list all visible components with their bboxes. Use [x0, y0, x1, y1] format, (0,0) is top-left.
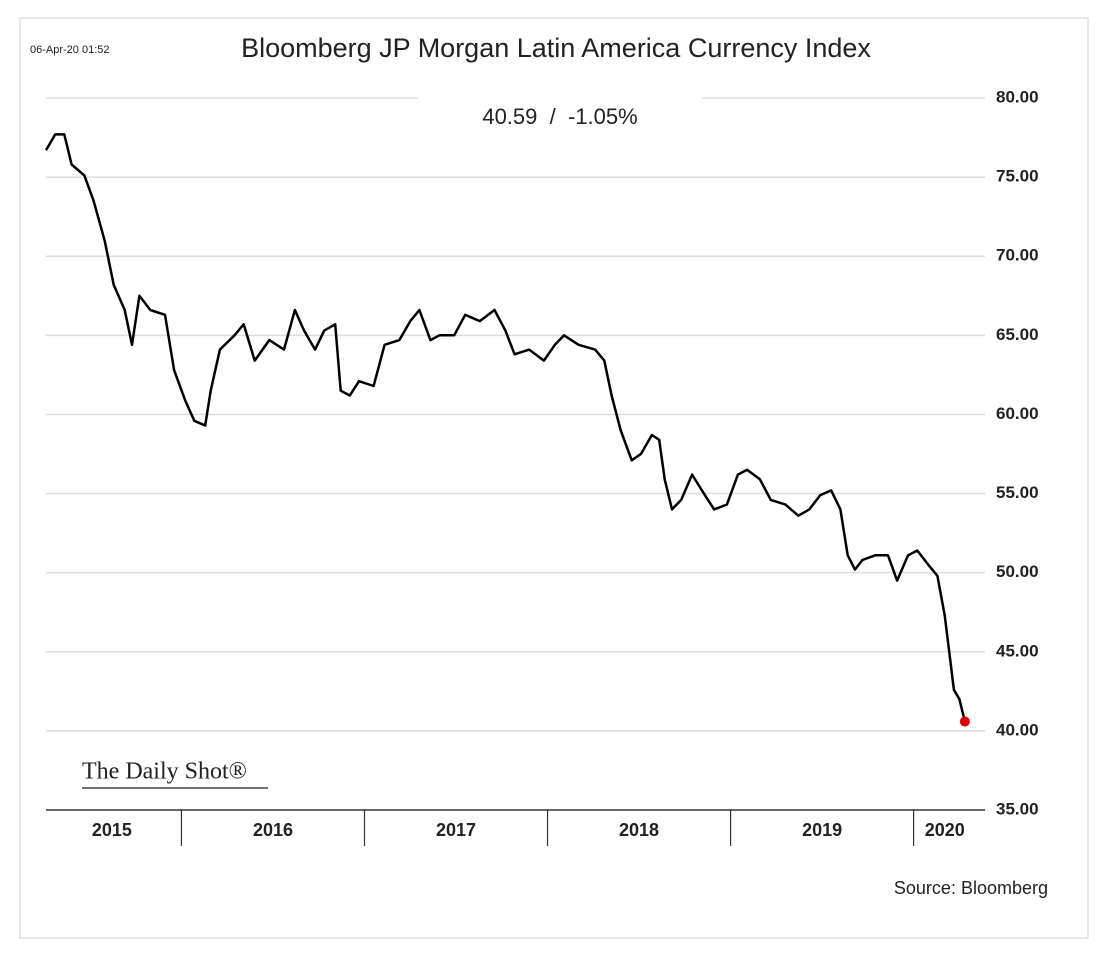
y-tick-label: 55.00	[996, 483, 1039, 502]
chart-title: Bloomberg JP Morgan Latin America Curren…	[241, 33, 871, 63]
x-tick-label: 2017	[436, 820, 476, 840]
watermark: The Daily Shot®	[82, 759, 247, 785]
subtitle: 40.59 / -1.05%	[482, 104, 637, 129]
line-series	[44, 133, 967, 722]
y-tick-label: 65.00	[996, 325, 1039, 344]
x-tick-label: 2016	[253, 820, 293, 840]
x-tick-label: 2019	[802, 820, 842, 840]
y-tick-label: 60.00	[996, 404, 1039, 423]
x-tick-label: 2015	[92, 820, 132, 840]
last-point	[959, 716, 970, 727]
y-tick-label: 45.00	[996, 641, 1039, 660]
y-tick-label: 40.00	[996, 720, 1039, 739]
x-tick-label: 2020	[925, 820, 965, 840]
subtitle-backdrop	[418, 88, 702, 144]
x-tick-label: 2018	[619, 820, 659, 840]
y-tick-label: 70.00	[996, 246, 1039, 265]
y-tick-label: 35.00	[996, 799, 1039, 818]
y-tick-label: 50.00	[996, 562, 1039, 581]
y-tick-label: 75.00	[996, 167, 1039, 186]
y-tick-label: 80.00	[996, 87, 1039, 106]
frame	[19, 17, 1089, 939]
source: Source: Bloomberg	[894, 878, 1048, 898]
timestamp: 06-Apr-20 01:52	[30, 44, 110, 56]
